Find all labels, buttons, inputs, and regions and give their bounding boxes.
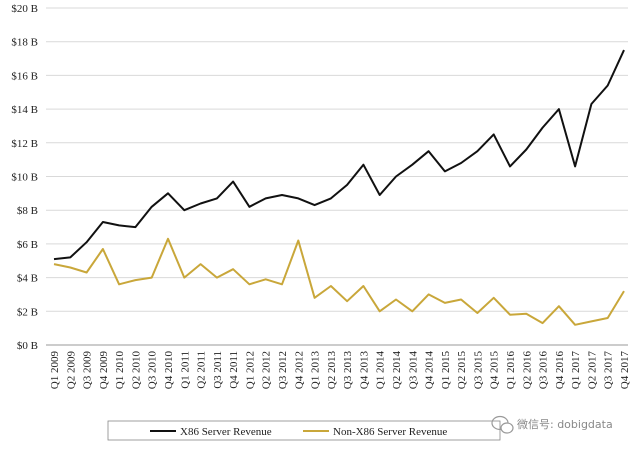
y-tick-label: $10 B (11, 172, 38, 184)
x-tick-label: Q4 2010 (163, 351, 175, 390)
x-tick-label: Q1 2010 (114, 351, 126, 390)
y-tick-label: $18 B (11, 37, 38, 49)
wechat-icon (491, 415, 514, 434)
y-tick-label: $8 B (17, 205, 38, 217)
x-tick-label: Q1 2014 (375, 351, 387, 390)
y-tick-label: $0 B (17, 340, 38, 352)
x-axis-tick-labels: Q1 2009 Q2 2009 Q3 2009 Q4 2009 Q1 2010 Q2 20… (49, 351, 631, 390)
x-tick-label: Q1 2011 (179, 351, 191, 389)
y-tick-label: $20 B (11, 3, 38, 15)
watermark-text: 微信号: dobigdata (517, 417, 613, 431)
x-tick-label: Q4 2014 (424, 351, 436, 390)
gridlines (46, 7, 628, 312)
x-tick-label: Q1 2016 (505, 351, 517, 390)
x-tick-label: Q4 2013 (358, 351, 370, 390)
x-tick-label: Q3 2009 (82, 351, 94, 390)
y-tick-label: $14 B (11, 104, 38, 116)
x-tick-label: Q2 2016 (521, 351, 533, 390)
watermark: 微信号: dobigdata (491, 415, 613, 434)
x-tick-label: Q2 2011 (196, 351, 208, 389)
x-tick-label: Q4 2015 (489, 351, 501, 390)
y-tick-label: $16 B (11, 70, 38, 82)
x-tick-label: Q2 2013 (326, 351, 338, 390)
x-tick-label: Q3 2015 (472, 351, 484, 390)
legend-label-x86: X86 Server Revenue (180, 426, 272, 438)
x-tick-label: Q1 2015 (440, 351, 452, 390)
y-axis-tick-labels: $0 B $2 B $4 B $6 B $8 B $10 B $12 B $14 B $16 B… (11, 3, 38, 352)
x-tick-label: Q4 2012 (293, 351, 305, 389)
x-tick-label: Q4 2011 (228, 351, 240, 389)
x-tick-label: Q1 2009 (49, 351, 61, 390)
x-tick-label: Q4 2016 (554, 351, 566, 390)
x-tick-label: Q3 2016 (538, 351, 550, 390)
x-tick-label: Q4 2009 (98, 351, 110, 390)
x-tick-label: Q3 2014 (407, 351, 419, 390)
y-tick-label: $6 B (17, 239, 38, 251)
x-tick-label: Q1 2017 (570, 351, 582, 390)
x-tick-label: Q4 2017 (619, 351, 631, 390)
y-tick-label: $4 B (17, 273, 38, 285)
legend-label-non-x86: Non-X86 Server Revenue (333, 426, 447, 438)
x-tick-label: Q3 2013 (342, 351, 354, 390)
series-lines (53, 49, 625, 326)
x-tick-label: Q2 2010 (130, 351, 142, 390)
x-tick-label: Q3 2017 (603, 351, 615, 390)
x-tick-label: Q2 2009 (65, 351, 77, 390)
x-tick-label: Q2 2015 (456, 351, 468, 390)
y-tick-label: $12 B (11, 138, 38, 150)
x-tick-label: Q2 2012 (261, 351, 273, 389)
x-tick-label: Q1 2012 (244, 351, 256, 389)
x-tick-label: Q3 2010 (147, 351, 159, 390)
x-tick-label: Q1 2013 (310, 351, 322, 390)
x-tick-label: Q2 2014 (391, 351, 403, 390)
x-tick-label: Q3 2011 (212, 351, 224, 389)
y-tick-label: $2 B (17, 306, 38, 318)
series-line-non-x86 (53, 237, 625, 326)
series-line-x86 (53, 49, 625, 261)
x-tick-label: Q3 2012 (277, 351, 289, 389)
legend: X86 Server Revenue Non-X86 Server Revenu… (107, 420, 501, 441)
x-tick-label: Q2 2017 (586, 351, 598, 390)
